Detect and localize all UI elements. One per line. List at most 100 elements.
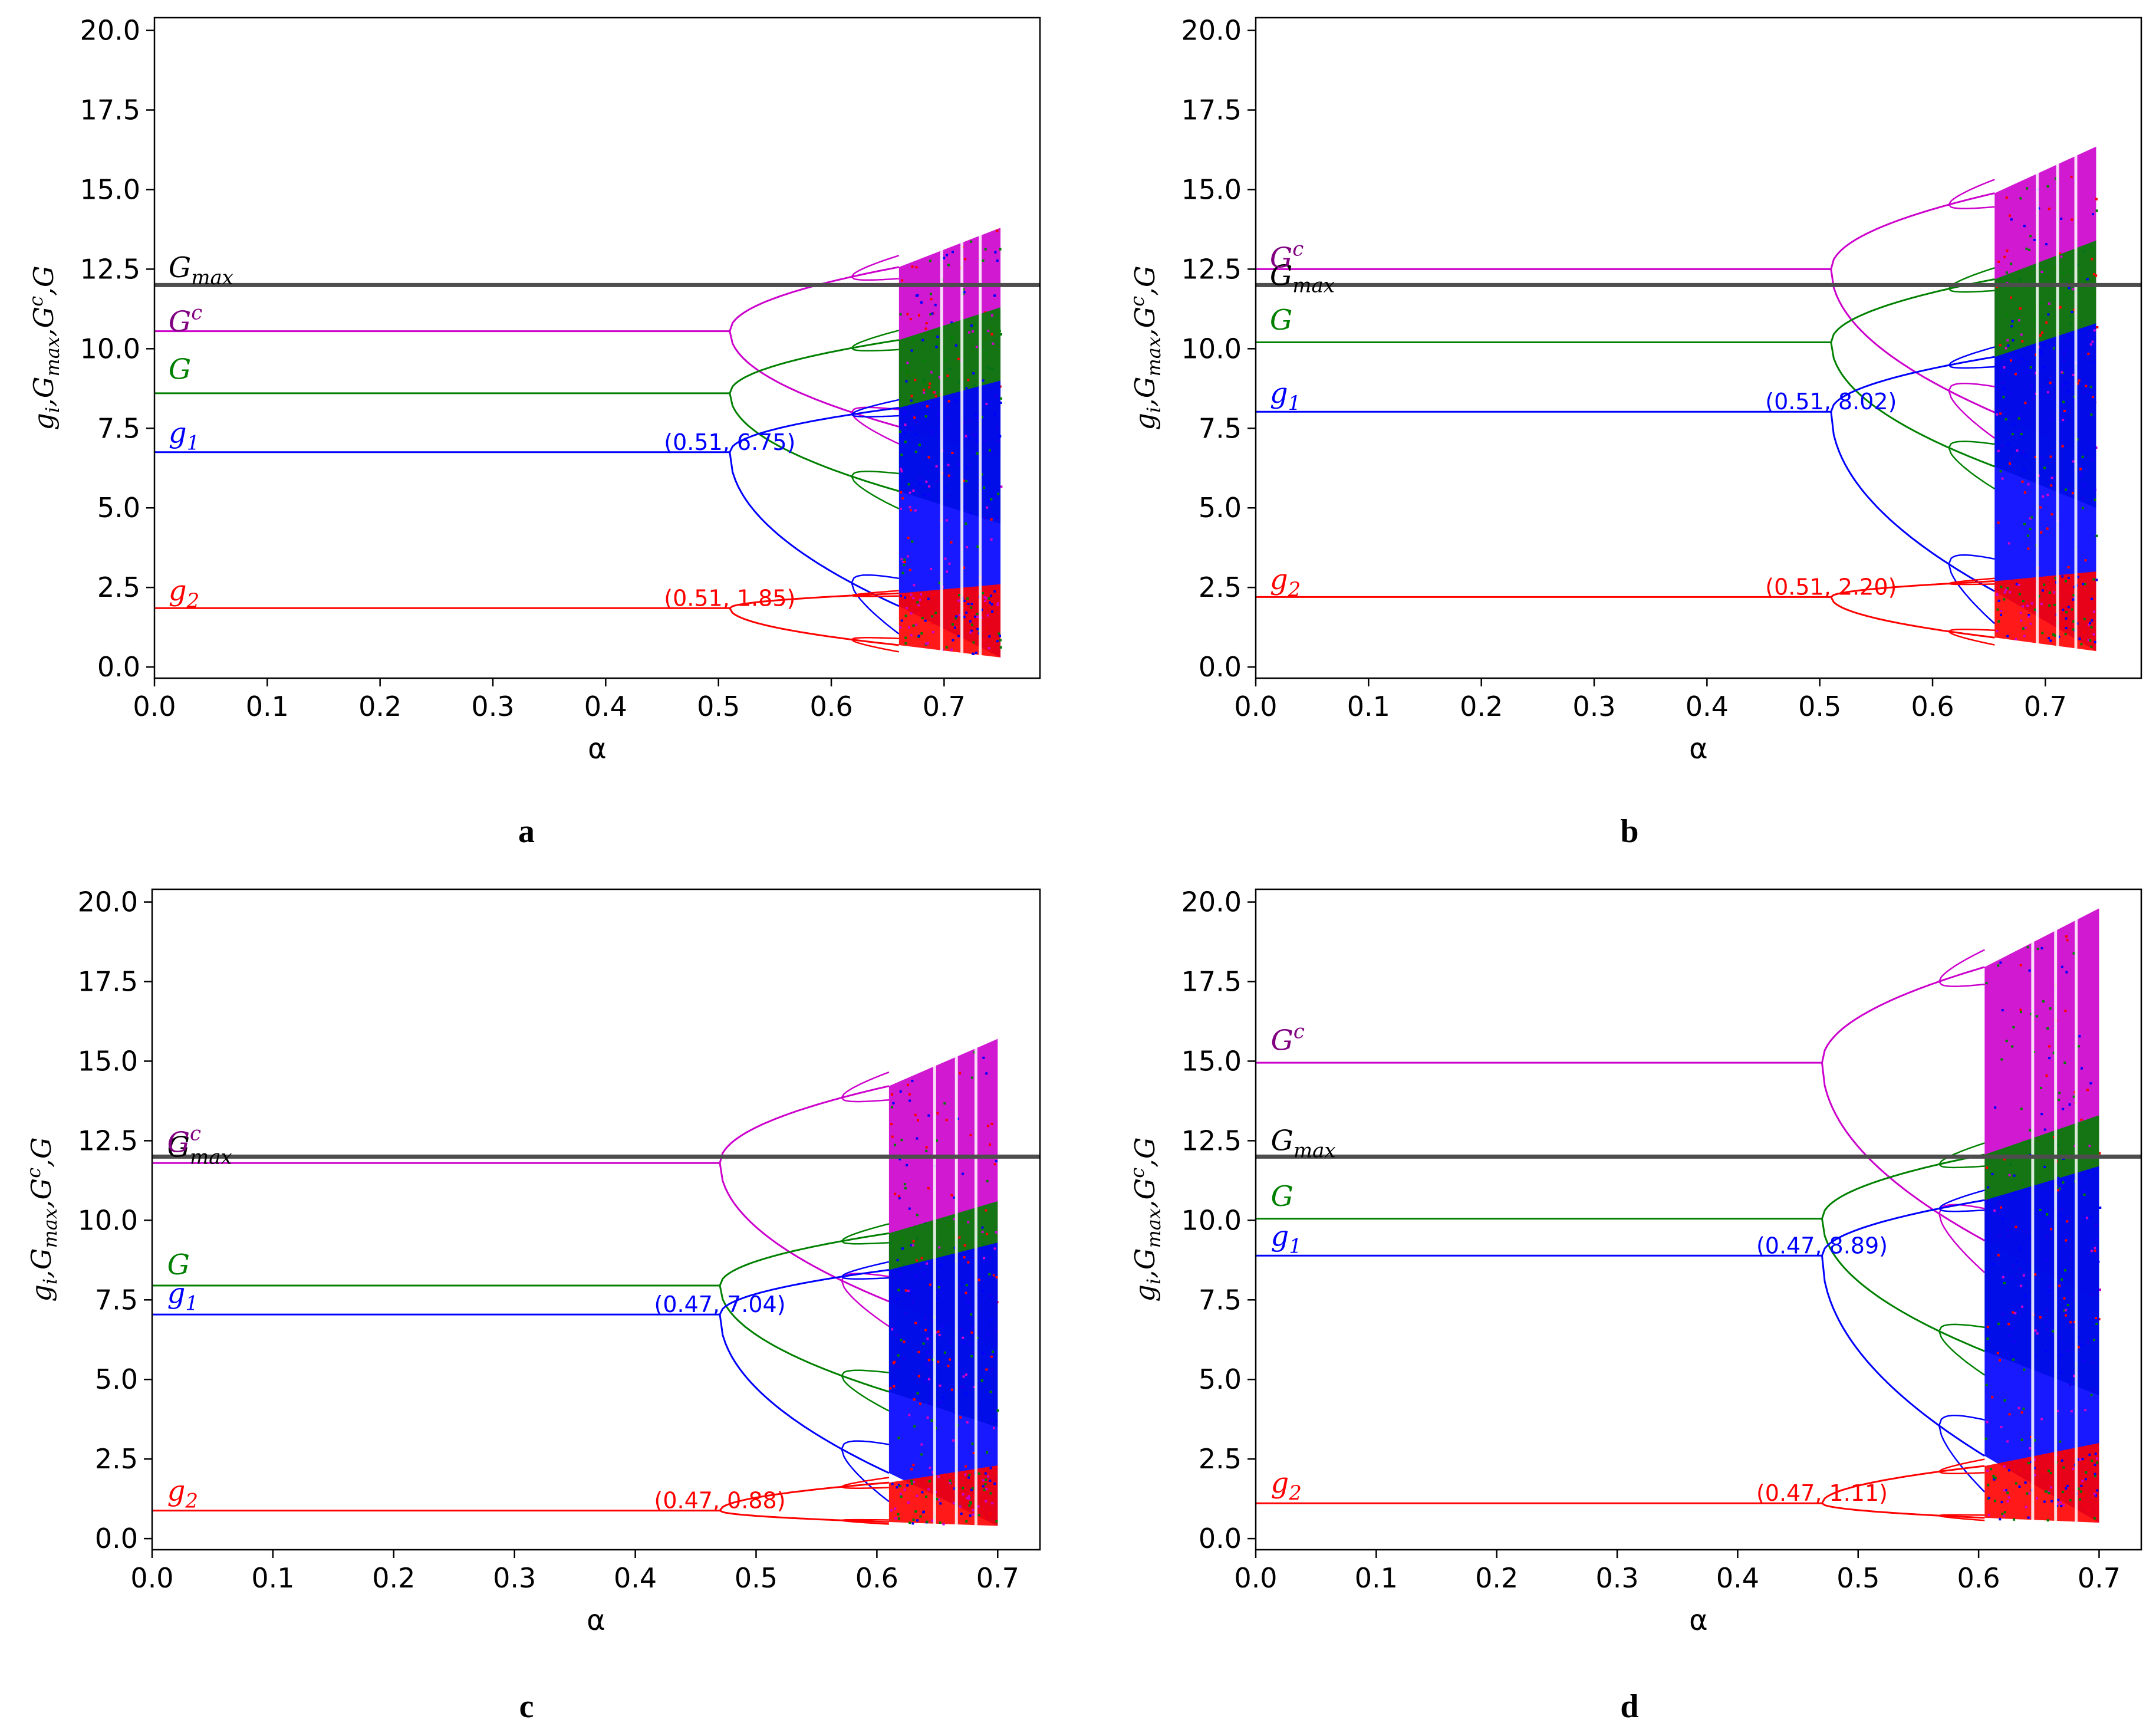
chaos-dot [2093,329,2096,332]
chaos-dot [942,1523,945,1526]
chaos-dot [947,264,950,267]
chaos-dot [982,1485,985,1488]
chaos-dot [2093,1493,2096,1495]
chaos-dot [1986,1470,1989,1472]
chaos-dot [2063,1297,2066,1300]
chaos-dot [2047,1490,2050,1493]
label-g1: g1 [1270,377,1301,415]
chaos-dot [2091,619,2094,622]
chaos-dot [896,1258,899,1261]
chaos-dot [917,635,920,637]
chaos-dot [989,1492,992,1495]
chaos-dot [967,1261,970,1264]
chaos-dot [890,1106,893,1109]
chaos-dot [946,254,948,257]
chaos-band-g2 [1984,1443,2099,1523]
lower-branch-G [719,1285,890,1393]
chaos-dot [1986,1337,1989,1340]
chaos-dot [938,581,941,584]
point-annotation: (0.51, 2.20) [1765,574,1897,600]
chaos-dot [968,1474,971,1477]
chaos-dot [948,562,951,565]
chaos-dot [2039,1316,2042,1319]
chaos-dot [917,1119,919,1122]
label-gmax-script: max [1293,1139,1336,1163]
subbranch-a-G-0 [1948,267,1995,290]
lower-branch-Gc [729,331,900,428]
chaos-dot [2094,1475,2096,1478]
chaos-dot [993,294,996,297]
chaos-dot [2098,1152,2101,1155]
chaos-dot [2066,1220,2069,1223]
chaos-dot [931,1358,934,1361]
chaos-dot [2058,306,2060,309]
chaos-dot [1997,260,2000,263]
label-g2-base: g [1271,1467,1289,1500]
chaos-dot [2045,321,2048,324]
chaos-dot [2073,586,2076,589]
chaos-dot [928,485,931,488]
chaos-dot [996,640,999,643]
chaos-dot [999,639,1002,642]
label-Gc-script: c [1293,1020,1305,1044]
chaos-dot [970,1313,973,1316]
chaos-dot [985,1209,988,1212]
chaos-dot [920,632,923,635]
chaos-dot [2003,591,2006,594]
series-G [1256,240,2098,508]
chaos-dot [971,1442,974,1445]
chaos-dot [2029,622,2032,625]
chaos-dot [2024,1481,2027,1484]
chaos-dot [959,1071,962,1074]
chaos-dot [984,600,987,602]
chaos-dot [2065,1239,2068,1242]
x-axis-label: α [1689,1604,1708,1637]
chaos-dot [916,1494,919,1497]
x-tick-label: 0.7 [976,1562,1019,1594]
chaos-dot [2025,1506,2027,1508]
chaos-dot [2009,591,2012,594]
chaos-dot [2004,589,2007,591]
y-axis-label-part: ,G [25,1137,57,1167]
chaos-dot [891,1135,894,1138]
series-g2 [1256,1443,2099,1523]
chaos-dot [2011,320,2014,323]
chaos-dot [949,1358,951,1361]
chaos-dot [929,1283,931,1286]
chaos-dot [969,1134,972,1136]
chaos-dot [970,240,973,243]
chaos-dot [2030,1461,2033,1464]
chaos-dot [919,599,921,601]
chaos-dot [2083,617,2086,620]
label-gmax: Gmax [1271,1125,1336,1163]
chaos-dot [2048,1045,2051,1048]
chaos-dot [906,555,909,558]
chaos-dot [2015,1482,2017,1485]
chaos-dot [2072,952,2075,955]
chaos-dot [909,491,911,494]
chaos-dot [987,330,990,333]
chaos-dot [2062,1157,2065,1160]
y-axis-label-part: g [1129,1284,1161,1301]
chaos-dot [987,1475,989,1478]
chaos-dot [2019,612,2022,614]
label-g2-script: 2 [186,589,200,613]
chaos-dot [2049,455,2052,458]
chaos-dot [982,259,985,262]
chaos-dot [2045,1490,2047,1493]
chaos-dot [982,379,985,382]
chaos-dot [912,624,915,627]
y-axis-label-part: ,G [25,1178,57,1208]
chaos-dot [2053,603,2056,606]
chaos-dot [967,379,970,382]
chaos-dot [2088,623,2091,626]
chaos-dot [2089,386,2092,389]
chaos-dot [992,342,995,345]
chaos-dot [967,1476,970,1479]
chaos-dot [893,1385,896,1388]
chaos-dot [912,1240,915,1242]
chaos-dot [2037,595,2040,598]
chaos-dot [952,251,954,254]
chaos-dot [931,1519,934,1522]
chaos-dot [928,386,931,389]
